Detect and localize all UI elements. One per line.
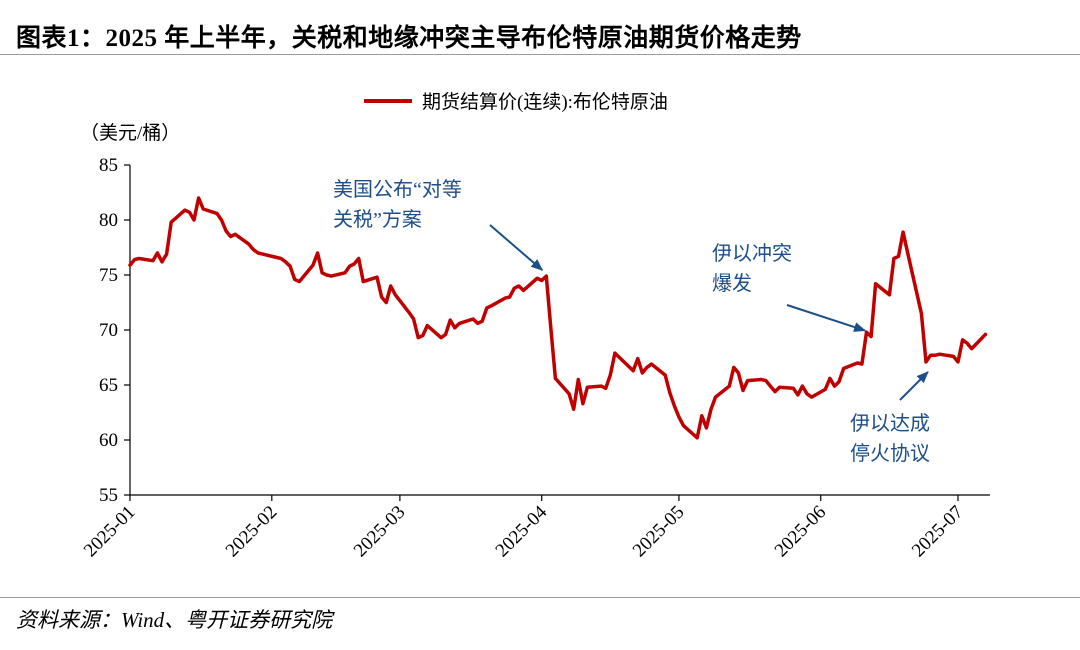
y-tick-label: 55	[99, 485, 118, 506]
figure-title: 图表1：2025 年上半年，关税和地缘冲突主导布伦特原油期货价格走势	[16, 25, 802, 52]
source-note: 资料来源：Wind、粤开证券研究院	[16, 608, 333, 632]
legend: 期货结算价(连续):布伦特原油	[364, 91, 668, 113]
series-layer	[128, 196, 988, 440]
x-tick-label: 2025-02	[222, 502, 282, 562]
annotation-text: 关税”方案	[333, 208, 422, 231]
y-tick-label: 70	[99, 320, 118, 341]
x-tick-label: 2025-01	[80, 502, 140, 562]
annotation-text: 爆发	[712, 272, 752, 295]
x-tick-label: 2025-03	[350, 502, 410, 562]
y-tick-label: 80	[99, 210, 118, 231]
y-tick-label: 60	[99, 430, 118, 451]
x-tick-label: 2025-05	[629, 502, 689, 562]
y-axis-label: （美元/桶）	[80, 122, 180, 144]
legend-label: 期货结算价(连续):布伦特原油	[422, 91, 668, 113]
x-tick-label: 2025-04	[492, 501, 552, 561]
annotation-text: 停火协议	[850, 442, 930, 465]
y-tick-label: 65	[99, 375, 118, 396]
annotation-arrow	[899, 371, 929, 401]
x-tick-label: 2025-06	[771, 502, 831, 562]
y-tick-label: 75	[99, 265, 118, 286]
line-chart: 期货结算价(连续):布伦特原油 （美元/桶） 55 60 65 70 75 80 85 20…	[80, 91, 990, 562]
y-axis: 55 60 65 70 75 80 85	[99, 155, 131, 506]
x-tick-label: 2025-07	[908, 502, 968, 562]
annotation-arrow	[786, 304, 867, 332]
y-tick-label: 85	[99, 155, 118, 176]
title-rule	[0, 54, 1080, 55]
x-axis: 2025-01 2025-02 2025-03 2025-04 2025-05 2025-…	[80, 494, 990, 562]
annotation-text: 伊以达成	[850, 412, 930, 435]
series-line-0	[128, 196, 988, 440]
source-rule	[0, 597, 1080, 598]
annotation-text: 美国公布“对等	[333, 178, 462, 201]
annotation-arrow	[489, 224, 544, 271]
annotation-text: 伊以冲突	[712, 242, 792, 265]
